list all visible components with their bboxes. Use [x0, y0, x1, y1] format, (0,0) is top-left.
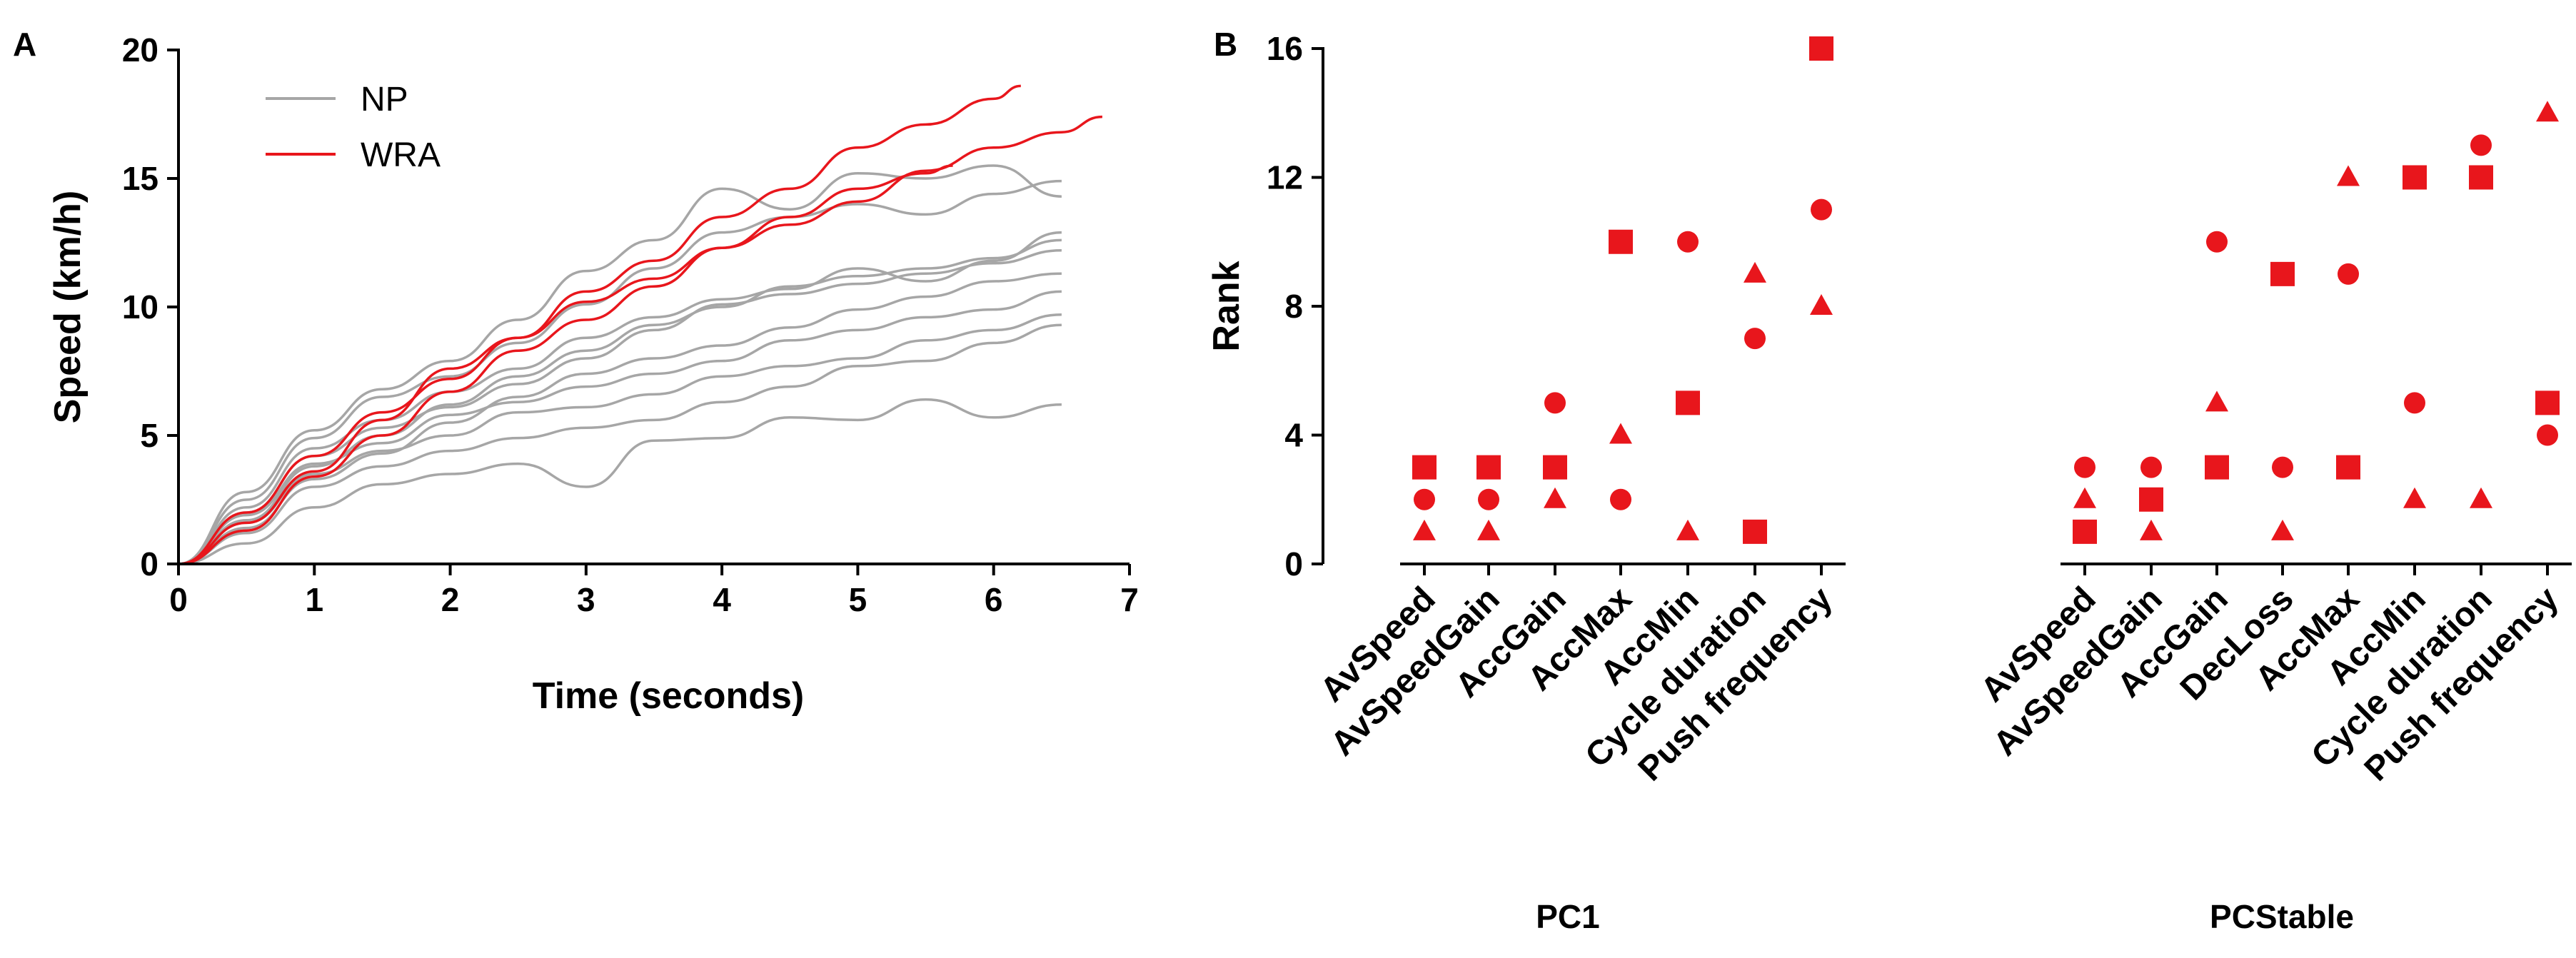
marker-circle [1478, 488, 1499, 510]
marker-square [2205, 455, 2229, 480]
group-label-pcstable: PCStable [2210, 898, 2354, 935]
marker-square [2469, 165, 2493, 190]
marker-triangle [2271, 519, 2294, 540]
y-axis-title: Speed (km/h) [47, 191, 89, 424]
x-tick-label: 7 [1120, 581, 1139, 618]
panel-a-letter: A [13, 26, 36, 63]
marker-circle [2074, 456, 2095, 478]
marker-triangle [1810, 294, 1833, 315]
marker-circle [1414, 488, 1435, 510]
marker-square [1412, 455, 1437, 480]
x-tick-label: 6 [985, 581, 1003, 618]
marker-triangle [1544, 487, 1566, 508]
x-tick-label: 2 [441, 581, 460, 618]
rank-y-tick-label: 12 [1267, 159, 1303, 196]
marker-circle [1744, 328, 1766, 350]
panel-a-line-chart: 0 5 10 15 20 0 1 2 3 4 5 6 7 Time (seconds) Speed (km/… [47, 31, 1139, 717]
panel-b-rank-scatter: 0481216RankAvSpeedAvSpeedGainAccGainAccM… [1206, 30, 2572, 935]
marker-circle [2272, 456, 2293, 478]
marker-circle [2206, 231, 2228, 253]
marker-triangle [2337, 165, 2360, 186]
y-tick-label: 20 [122, 31, 159, 69]
marker-square [1476, 455, 1501, 480]
marker-square [2139, 487, 2163, 512]
legend-label-np: NP [361, 81, 408, 119]
marker-square [1543, 455, 1567, 480]
x-axis-title: Time (seconds) [533, 675, 804, 717]
marker-triangle [2205, 390, 2228, 412]
series-line-np-1 [178, 323, 1062, 565]
x-tick-label: 1 [305, 581, 323, 618]
rank-y-tick-label: 16 [1267, 30, 1303, 67]
marker-square [2336, 455, 2360, 480]
marker-triangle [1609, 423, 1632, 444]
marker-triangle [2403, 487, 2426, 508]
marker-square [1676, 390, 1700, 415]
series-line-wra-10 [178, 84, 1021, 565]
marker-triangle [1744, 261, 1766, 283]
series-line-np-6 [178, 238, 1062, 565]
rank-y-axis-title: Rank [1206, 261, 1247, 351]
marker-triangle [2073, 487, 2096, 508]
panel-b-letter: B [1214, 26, 1237, 63]
legend-label-wra: WRA [361, 136, 441, 174]
marker-circle [2140, 456, 2162, 478]
x-tick-label: 3 [577, 581, 595, 618]
marker-circle [1544, 392, 1566, 414]
marker-square [1743, 519, 1767, 544]
marker-circle [1677, 231, 1699, 253]
series-line-np-8 [178, 179, 1062, 565]
series-line-np-7 [178, 231, 1062, 565]
rank-y-tick-label: 4 [1284, 417, 1303, 454]
series-line-np-0 [178, 398, 1062, 565]
marker-circle [2537, 424, 2558, 446]
marker-circle [2404, 392, 2425, 414]
marker-square [2270, 261, 2295, 286]
group-label-pc1: PC1 [1536, 898, 1599, 935]
marker-triangle [1413, 519, 1436, 540]
y-tick-label: 5 [140, 417, 159, 454]
y-tick-label: 15 [122, 160, 159, 197]
series-line-wra-11 [178, 115, 1102, 565]
marker-square [2535, 390, 2560, 415]
marker-triangle [1477, 519, 1500, 540]
y-tick-label: 0 [140, 545, 159, 583]
rank-y-tick-label: 0 [1284, 545, 1303, 583]
marker-circle [1811, 198, 1832, 221]
marker-circle [1610, 488, 1631, 510]
marker-triangle [2140, 519, 2163, 540]
x-tick-label: 4 [713, 581, 731, 618]
marker-square [2073, 519, 2097, 544]
series-line-np-3 [178, 290, 1062, 565]
marker-triangle [2536, 101, 2559, 122]
marker-circle [2470, 134, 2492, 156]
y-tick-label: 10 [122, 288, 159, 326]
x-tick-label: 0 [169, 581, 188, 618]
marker-circle [2338, 263, 2359, 285]
marker-triangle [1676, 519, 1699, 540]
series-line-wra-12 [178, 164, 953, 565]
marker-square [1809, 36, 1833, 61]
series-line-np-2 [178, 313, 1062, 565]
marker-square [1609, 229, 1633, 254]
marker-square [2403, 165, 2427, 190]
rank-y-tick-label: 8 [1284, 288, 1303, 325]
x-tick-label: 5 [849, 581, 867, 618]
series-line-np-4 [178, 272, 1062, 565]
marker-triangle [2470, 487, 2492, 508]
